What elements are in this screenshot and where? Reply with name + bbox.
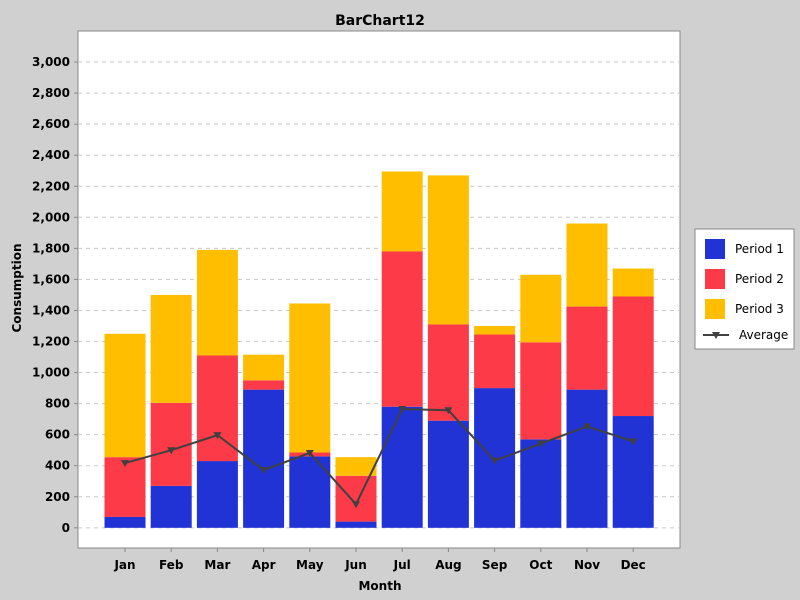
average-point <box>121 460 129 468</box>
average-series-line <box>124 408 634 506</box>
bar-aug-period-3 <box>427 175 469 325</box>
average-line <box>121 406 638 509</box>
bar-sep-period-3 <box>474 325 516 335</box>
x-tick-label: Apr <box>252 558 276 572</box>
legend-label: Period 2 <box>735 272 784 286</box>
x-tick-label: Nov <box>574 558 600 572</box>
legend-marker-average <box>712 332 720 339</box>
average-point <box>213 432 222 440</box>
average-point <box>352 501 360 509</box>
x-axis-label: Month <box>358 579 401 593</box>
y-tick-label: 1,400 <box>32 303 70 317</box>
bar-jan-period-1 <box>104 516 146 528</box>
bar-dec-period-2 <box>612 296 654 417</box>
average-point <box>444 407 453 415</box>
chart-title: BarChart12 <box>335 13 425 29</box>
bar-feb-period-2 <box>150 402 192 486</box>
x-tick-label: Jun <box>344 558 367 572</box>
y-tick-label: 800 <box>45 397 70 411</box>
bar-mar-period-3 <box>196 249 238 356</box>
average-point <box>490 457 499 465</box>
y-tick-label: 2,800 <box>32 86 70 100</box>
bar-jul-period-3 <box>381 171 423 252</box>
bar-feb-period-3 <box>150 294 192 403</box>
bar-aug-period-1 <box>427 420 469 528</box>
legend-swatch-period-1 <box>705 239 725 259</box>
bar-jan-period-2 <box>104 457 146 517</box>
legend-label: Period 3 <box>735 302 784 316</box>
x-tick-label: Mar <box>204 558 230 572</box>
bar-oct-period-3 <box>520 274 562 343</box>
x-tick-label: Aug <box>435 558 461 572</box>
y-axis-label: Consumption <box>10 243 24 332</box>
y-axis: 0 200 400 600 800 1,000 1,200 1,400 1,600 1,800 2,… <box>32 55 78 535</box>
legend: Period 1 Period 2 Period 3 Average <box>694 228 795 350</box>
y-tick-label: 0 <box>62 521 70 535</box>
x-tick-label: May <box>296 558 324 572</box>
y-tick-label: 2,600 <box>32 117 70 131</box>
bar-jun-period-1 <box>335 521 377 528</box>
bar-mar-period-2 <box>196 355 238 462</box>
y-tick-label: 2,000 <box>32 210 70 224</box>
x-axis: Jan Feb Mar Apr May Jun Jul Aug Sep Oct Nov Dec <box>113 548 646 572</box>
x-tick-label: Sep <box>482 558 508 572</box>
legend-label: Period 1 <box>735 242 784 256</box>
y-tick-label: 400 <box>45 459 70 473</box>
bar-dec-period-1 <box>612 416 654 528</box>
legend-label: Average <box>739 328 788 342</box>
bar-jan-period-3 <box>104 333 146 458</box>
average-point <box>167 447 176 455</box>
legend-swatch-period-3 <box>705 299 725 319</box>
bar-oct-period-2 <box>520 342 562 440</box>
bar-nov-period-1 <box>566 389 608 528</box>
average-point <box>583 423 591 431</box>
bar-aug-period-2 <box>427 324 469 421</box>
bar-may-period-3 <box>289 303 331 453</box>
bar-jun-period-3 <box>335 457 377 476</box>
bar-jul-period-1 <box>381 406 423 528</box>
bar-mar-period-1 <box>196 461 238 528</box>
x-tick-label: Oct <box>529 558 552 572</box>
y-tick-label: 600 <box>45 428 70 442</box>
x-tick-label: Jan <box>113 558 135 572</box>
average-point <box>259 467 268 475</box>
bar-apr-period-2 <box>243 380 285 390</box>
bar-feb-period-1 <box>150 485 192 528</box>
bar-apr-period-3 <box>243 354 285 381</box>
x-tick-label: Jul <box>393 558 411 572</box>
average-point <box>398 406 407 414</box>
bar-oct-period-1 <box>520 439 562 528</box>
average-point <box>305 449 314 457</box>
bar-nov-period-3 <box>566 223 608 307</box>
y-tick-label: 1,000 <box>32 366 70 380</box>
bar-dec-period-3 <box>612 268 654 297</box>
x-tick-label: Feb <box>159 558 184 572</box>
y-tick-label: 200 <box>45 490 70 504</box>
y-tick-label: 3,000 <box>32 55 70 69</box>
y-tick-label: 1,800 <box>32 241 70 255</box>
average-point <box>536 440 545 448</box>
y-tick-label: 2,200 <box>32 179 70 193</box>
legend-swatch-period-2 <box>705 269 725 289</box>
bars <box>104 171 654 528</box>
x-tick-label: Dec <box>621 558 646 572</box>
bar-nov-period-2 <box>566 306 608 390</box>
y-tick-label: 2,400 <box>32 148 70 162</box>
average-point <box>629 438 638 446</box>
bar-jun-period-2 <box>335 475 377 522</box>
bar-sep-period-2 <box>474 334 516 389</box>
y-tick-label: 1,200 <box>32 335 70 349</box>
bar-jul-period-2 <box>381 251 423 407</box>
y-tick-label: 1,600 <box>32 272 70 286</box>
bar-may-period-1 <box>289 456 331 528</box>
